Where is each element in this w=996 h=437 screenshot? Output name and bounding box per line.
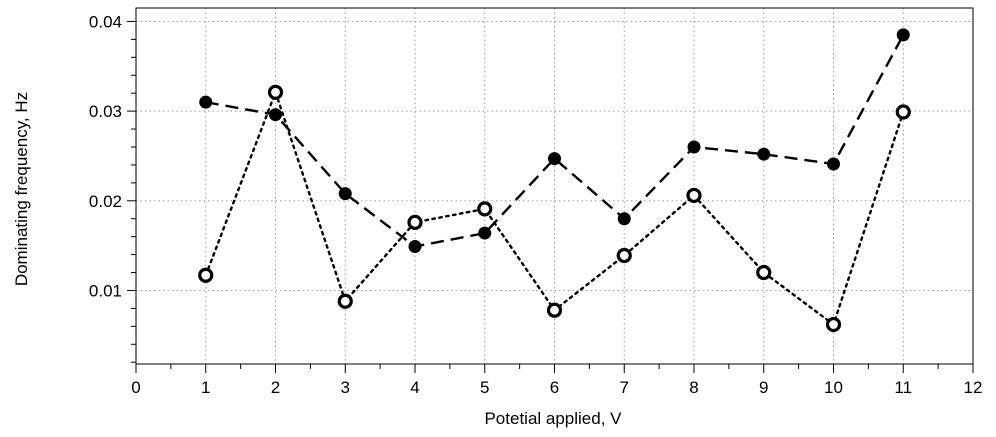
x-tick-label: 8 bbox=[689, 378, 698, 397]
x-tick-label: 4 bbox=[410, 378, 419, 397]
series-2-point bbox=[895, 104, 911, 120]
y-tick-label: 0.01 bbox=[89, 281, 122, 300]
series-1-point bbox=[687, 140, 701, 154]
series-2-point bbox=[198, 267, 214, 283]
x-tick-label: 3 bbox=[341, 378, 350, 397]
x-tick-label: 12 bbox=[964, 378, 983, 397]
x-tick-label: 1 bbox=[201, 378, 210, 397]
series-2-point bbox=[477, 201, 493, 217]
series-2-point bbox=[546, 302, 563, 318]
series-1-point bbox=[757, 147, 771, 161]
series-1-point bbox=[548, 152, 561, 166]
series-2-line bbox=[204, 88, 905, 327]
x-tick-label: 5 bbox=[480, 378, 489, 397]
x-tick-label: 6 bbox=[550, 378, 559, 397]
series-1-point bbox=[408, 240, 422, 254]
series-2-point bbox=[616, 247, 632, 264]
x-tick-label: 2 bbox=[271, 378, 280, 397]
x-tick-label: 7 bbox=[620, 378, 629, 397]
series-1-point bbox=[896, 28, 910, 42]
tick-labels: 0 1 2 3 4 5 6 7 8 9 10 11 120.010.020.030.04 bbox=[89, 12, 983, 397]
x-tick-label: 11 bbox=[894, 378, 912, 397]
series-2-point bbox=[337, 293, 353, 309]
x-axis-title: Potetial applied, V bbox=[484, 409, 622, 428]
series-2-point bbox=[825, 316, 842, 333]
series-2-point bbox=[407, 214, 423, 230]
series-1-point bbox=[199, 95, 213, 109]
y-tick-label: 0.02 bbox=[89, 192, 122, 211]
series-2-point bbox=[686, 187, 702, 204]
series-1-point bbox=[338, 187, 352, 201]
y-tick-label: 0.03 bbox=[89, 102, 122, 121]
series-1-point bbox=[269, 108, 282, 122]
series-1-point bbox=[827, 157, 840, 171]
x-tick-label: 0 bbox=[131, 378, 140, 397]
series-1-point bbox=[617, 212, 631, 226]
series-layer bbox=[198, 28, 911, 333]
series-2-point bbox=[267, 84, 284, 100]
grid bbox=[136, 8, 973, 364]
x-tick-label: 10 bbox=[824, 378, 843, 397]
series-1-point bbox=[478, 226, 492, 240]
x-tick-label: 9 bbox=[759, 378, 768, 397]
series-1-line bbox=[205, 34, 905, 248]
y-axis-title: Dominating frequency, Hz bbox=[12, 92, 31, 286]
y-tick-label: 0.04 bbox=[89, 12, 122, 31]
axes bbox=[127, 7, 974, 373]
series-2-point bbox=[756, 264, 772, 281]
